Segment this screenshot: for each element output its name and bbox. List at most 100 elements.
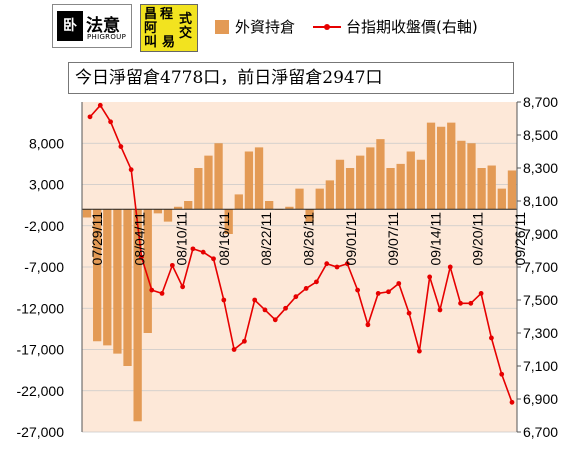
price-point [241, 338, 247, 344]
bar [416, 159, 426, 210]
right-tick-label: 7,700 [523, 259, 558, 275]
x-tick-label: 09/07/11 [385, 212, 401, 266]
bar [487, 165, 496, 210]
x-tick-label: 09/26/11 [512, 212, 528, 266]
price-point [87, 114, 93, 120]
price-point [190, 246, 196, 252]
x-tick-label: 09/01/11 [343, 212, 359, 266]
x-tick-label: 08/04/11 [131, 212, 147, 266]
secondary-logo-char: 阿 [144, 21, 158, 36]
x-tick-label: 09/14/11 [427, 212, 443, 266]
right-tick-label: 7,500 [523, 292, 558, 308]
bar [345, 168, 355, 210]
bar [143, 209, 152, 333]
price-point [252, 297, 258, 303]
secondary-logo-char: 叫 [144, 35, 158, 50]
bar [265, 201, 274, 210]
legend-line-label: 台指期收盤價(右軸) [346, 18, 478, 36]
bar [224, 209, 233, 234]
bar [467, 143, 476, 210]
price-point [334, 264, 340, 270]
bar [153, 209, 163, 214]
secondary-logo-char: 交 [179, 26, 193, 41]
bar [234, 194, 243, 210]
right-tick-label: 8,700 [523, 94, 558, 110]
price-point [406, 310, 412, 316]
price-point [221, 297, 227, 303]
price-point [272, 317, 278, 323]
left-tick-label: -12,000 [17, 300, 65, 316]
bar [214, 143, 223, 210]
position-summary-banner: 今日淨留倉4778口，前日淨留倉2947口 [68, 62, 514, 94]
bar [396, 163, 405, 210]
price-point [118, 144, 124, 149]
price-point [108, 119, 113, 125]
right-tick-label: 8,500 [523, 127, 558, 143]
secondary-logo: 昌 程 式 阿 交 叫 易 [140, 4, 198, 52]
price-point [200, 249, 206, 255]
price-point [416, 348, 422, 354]
left-tick-label: -27,000 [17, 424, 65, 440]
price-point [489, 335, 494, 341]
price-point [509, 399, 515, 405]
price-point [468, 300, 474, 306]
bar [356, 155, 365, 210]
bar [386, 168, 395, 210]
price-point [499, 371, 505, 377]
price-point [211, 256, 216, 262]
x-tick-label: 09/20/11 [470, 212, 486, 266]
bar [163, 209, 173, 222]
secondary-logo-char: 易 [162, 35, 176, 50]
bar [194, 168, 203, 210]
price-point [314, 279, 319, 285]
bar [123, 209, 132, 366]
price-point [355, 287, 361, 293]
bar [366, 147, 375, 210]
bar [254, 147, 264, 210]
price-point [375, 291, 381, 296]
right-tick-label: 8,300 [523, 160, 558, 176]
bar [376, 139, 385, 210]
right-tick-label: 7,900 [523, 226, 558, 242]
x-tick-label: 07/29/11 [89, 212, 105, 266]
left-tick-label: 8,000 [29, 135, 64, 151]
secondary-logo-char: 式 [179, 12, 193, 27]
price-point [231, 347, 237, 352]
brand-logo: 卧 法意 PHIGROUP [52, 4, 132, 48]
x-tick-label: 08/26/11 [301, 212, 317, 266]
bar [335, 159, 345, 210]
bar [285, 206, 294, 210]
bar [406, 151, 415, 210]
left-tick-label: -22,000 [17, 383, 65, 399]
bar [244, 151, 254, 210]
bar [436, 126, 446, 210]
bar [173, 206, 183, 210]
price-point [365, 322, 371, 328]
bar [295, 188, 304, 210]
left-tick-label: -2,000 [24, 218, 64, 234]
secondary-logo-char: 程 [160, 7, 174, 22]
price-point [427, 274, 433, 280]
bar [204, 155, 213, 210]
bar [497, 188, 506, 210]
bar [305, 209, 314, 222]
bar [133, 209, 142, 422]
left-tick-label: -17,000 [17, 342, 65, 358]
left-tick-label: 3,000 [29, 177, 64, 193]
bar [113, 209, 122, 354]
brand-sub: PHIGROUP [87, 33, 127, 41]
price-point [458, 300, 463, 306]
right-tick-label: 7,100 [523, 358, 558, 374]
price-point [180, 284, 186, 290]
brand-mark: 卧 [57, 11, 83, 41]
bar [82, 209, 92, 218]
price-point [159, 291, 165, 296]
bar [315, 188, 324, 210]
price-point [303, 286, 309, 291]
bar [477, 168, 486, 210]
legend-line-swatch [313, 20, 342, 34]
bar [457, 140, 466, 210]
price-point [97, 102, 103, 108]
bar [426, 122, 436, 210]
